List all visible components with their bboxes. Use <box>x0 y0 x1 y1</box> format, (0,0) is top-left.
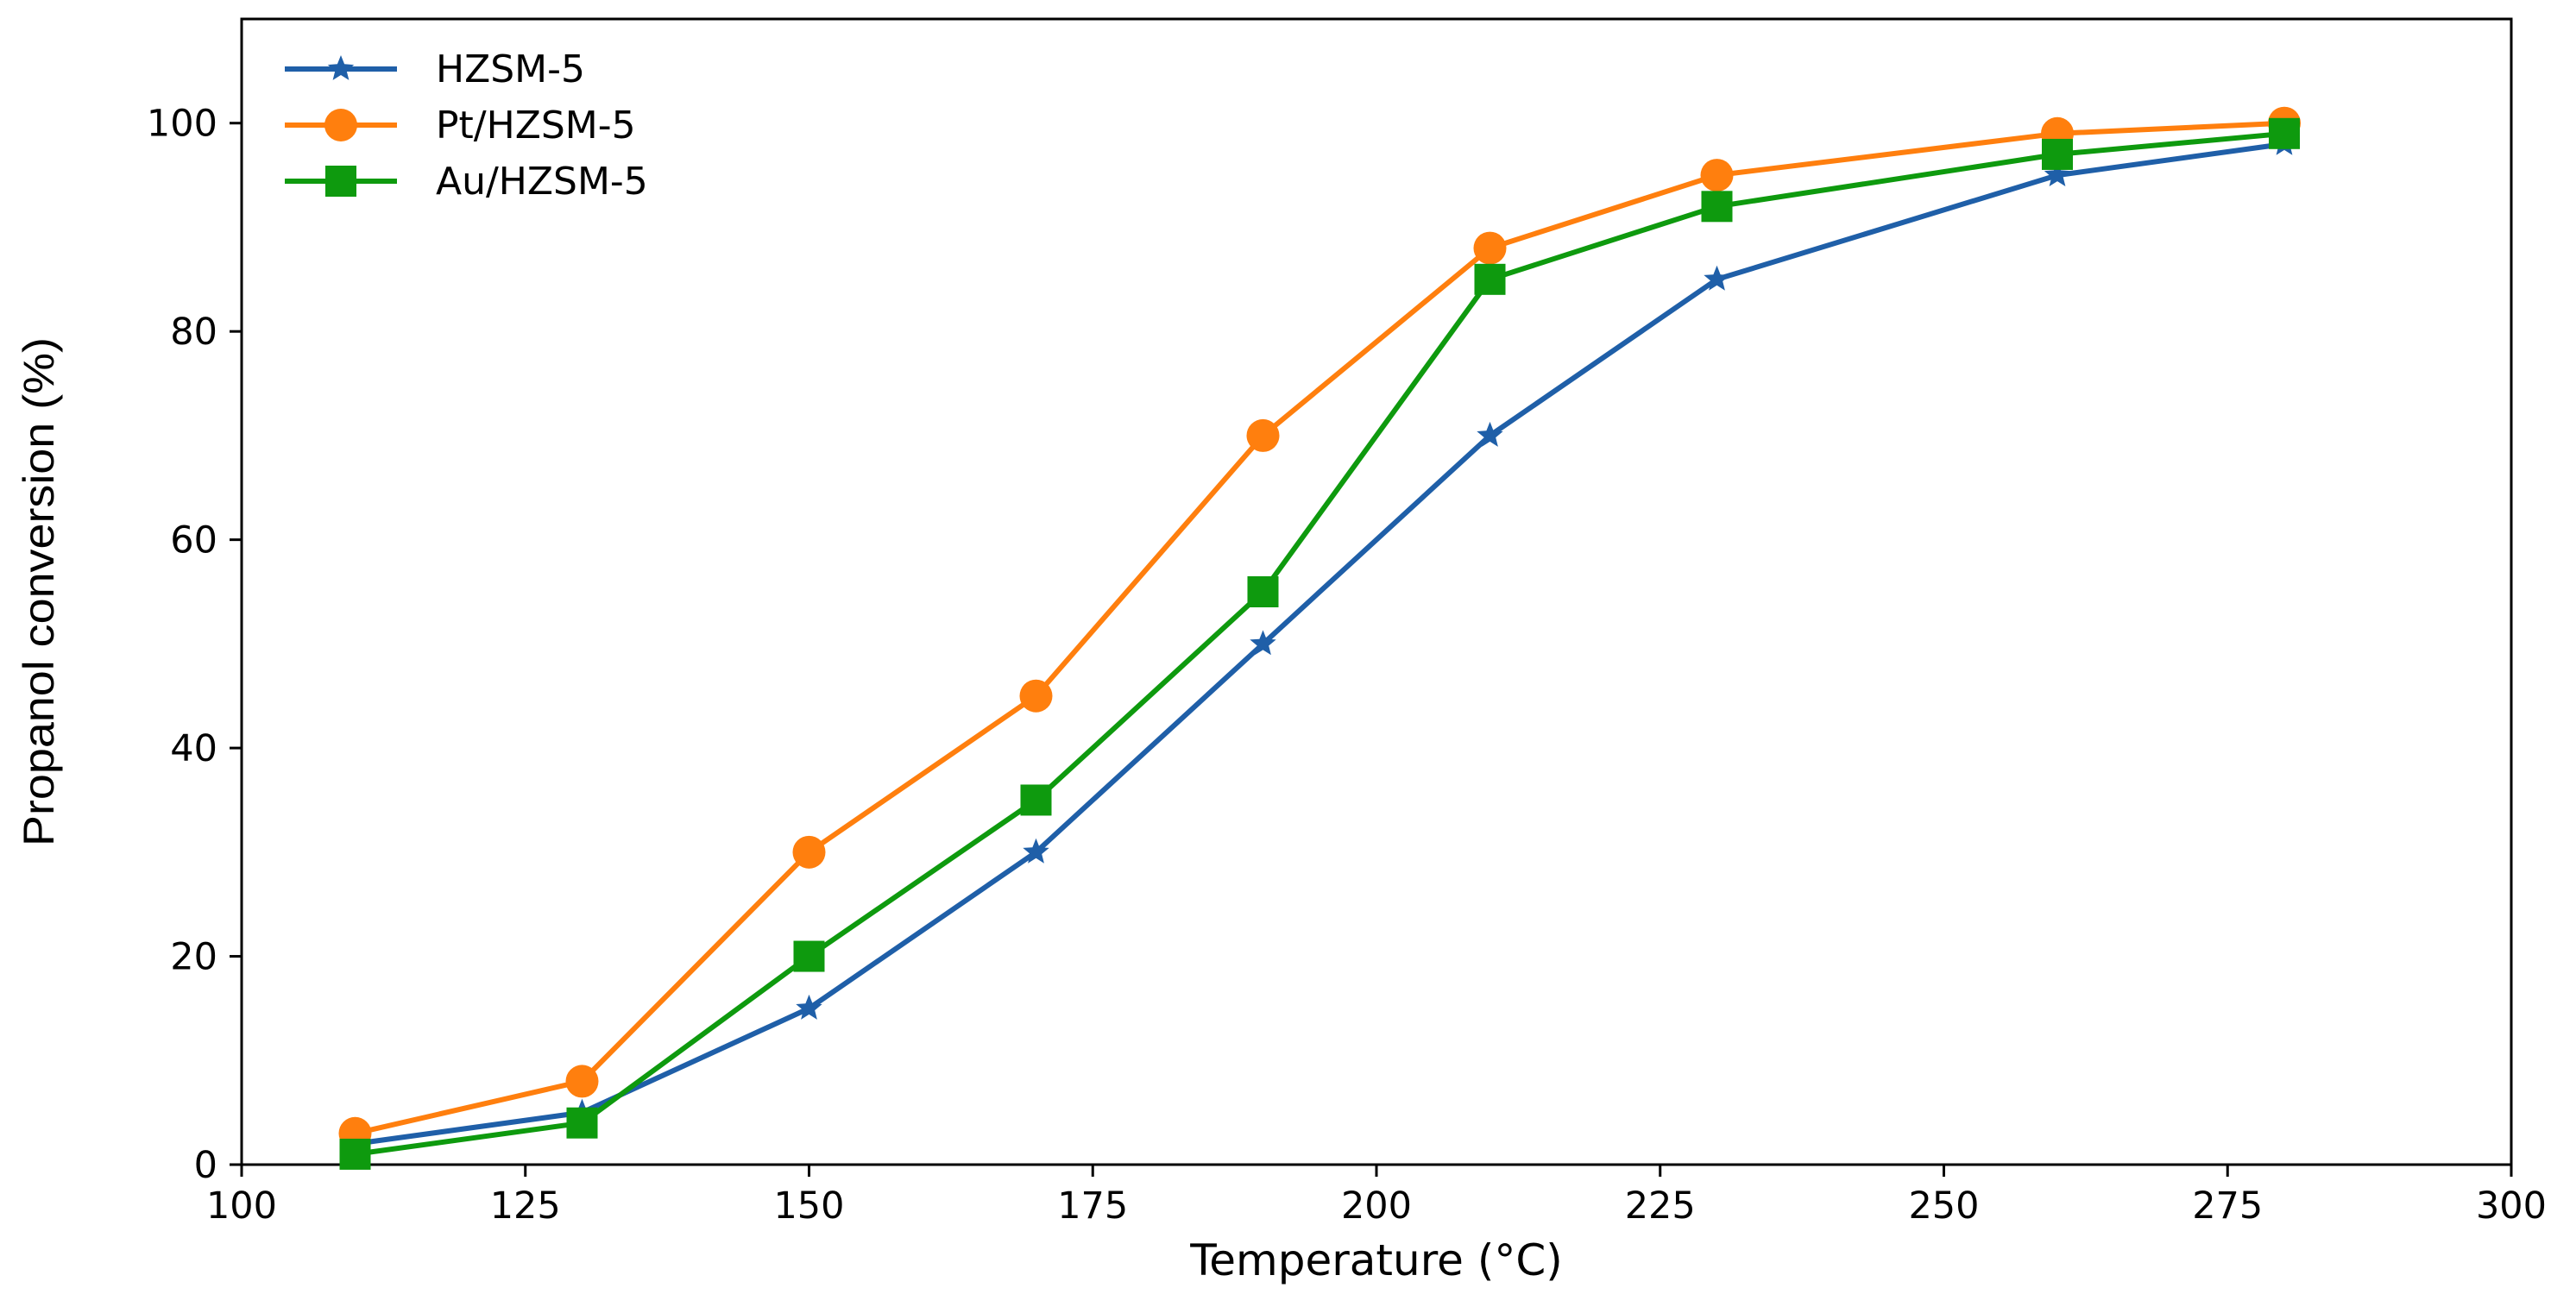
data-point-hzsm-5 <box>796 994 822 1020</box>
data-point-au-hzsm-5 <box>1701 191 1733 223</box>
data-point-pt-hzsm-5 <box>565 1065 599 1098</box>
x-tick-label: 275 <box>2192 1184 2263 1228</box>
axes-layer: 100 125 150 175 200 225 250 275 300 0 20 40 60 80 100 <box>147 17 2547 1228</box>
data-point-au-hzsm-5 <box>1474 263 1506 295</box>
legend-item-pt-hzsm-5: Pt/HZSM-5 <box>285 104 636 148</box>
series-line-hzsm-5 <box>355 141 2285 1147</box>
legend-label: HZSM-5 <box>436 47 585 91</box>
x-axis-title: Temperature (°C) <box>1189 1235 1563 1285</box>
x-tick-label: 125 <box>490 1184 561 1228</box>
series-layer <box>338 106 2301 1170</box>
series-line-pt-hzsm-5 <box>354 120 2285 1136</box>
data-point-hzsm-5 <box>1704 265 1730 291</box>
x-tick-label: 250 <box>1908 1184 1979 1228</box>
data-point-pt-hzsm-5 <box>1019 679 1053 713</box>
y-tick-label: 0 <box>194 1144 217 1187</box>
series-line-au-hzsm-5 <box>355 130 2285 1157</box>
x-tick-label: 100 <box>206 1184 277 1228</box>
data-point-au-hzsm-5 <box>793 940 825 972</box>
data-point-hzsm-5 <box>1250 630 1276 656</box>
data-point-au-hzsm-5 <box>2269 117 2300 149</box>
legend-item-hzsm-5: HZSM-5 <box>285 47 585 91</box>
legend-item-au-hzsm-5: Au/HZSM-5 <box>285 160 648 204</box>
data-point-pt-hzsm-5 <box>1246 418 1280 452</box>
data-point-hzsm-5 <box>2044 161 2071 186</box>
data-point-au-hzsm-5 <box>1020 784 1052 816</box>
legend-marker <box>324 109 357 141</box>
legend: HZSM-5 Pt/HZSM-5 Au/HZSM-5 <box>285 47 648 204</box>
series-pt-hzsm-5 <box>338 106 2301 1150</box>
data-point-au-hzsm-5 <box>2042 138 2073 170</box>
data-point-au-hzsm-5 <box>339 1138 371 1170</box>
x-tick-label: 300 <box>2476 1184 2547 1228</box>
y-tick-label: 20 <box>170 936 217 979</box>
data-point-au-hzsm-5 <box>566 1107 598 1139</box>
legend-marker <box>325 166 356 197</box>
x-tick-label: 175 <box>1057 1184 1128 1228</box>
y-tick-label: 40 <box>170 727 217 770</box>
series-au-hzsm-5 <box>339 117 2300 1170</box>
data-point-pt-hzsm-5 <box>1473 231 1507 265</box>
data-point-au-hzsm-5 <box>1247 576 1279 607</box>
x-tick-label: 225 <box>1625 1184 1696 1228</box>
data-point-pt-hzsm-5 <box>792 835 826 869</box>
data-point-pt-hzsm-5 <box>1700 159 1734 192</box>
legend-label: Pt/HZSM-5 <box>436 104 636 148</box>
y-tick-label: 100 <box>147 103 217 146</box>
x-tick-label: 200 <box>1341 1184 1412 1228</box>
legend-label: Au/HZSM-5 <box>436 160 648 204</box>
y-tick-label: 80 <box>170 311 217 354</box>
legend-marker <box>327 55 355 80</box>
data-point-hzsm-5 <box>1477 421 1503 447</box>
series-hzsm-5 <box>342 129 2298 1155</box>
data-point-hzsm-5 <box>1023 838 1049 864</box>
y-axis-title: Propanol conversion (%) <box>15 337 63 846</box>
x-tick-label: 150 <box>773 1184 844 1228</box>
y-tick-label: 60 <box>170 519 217 562</box>
